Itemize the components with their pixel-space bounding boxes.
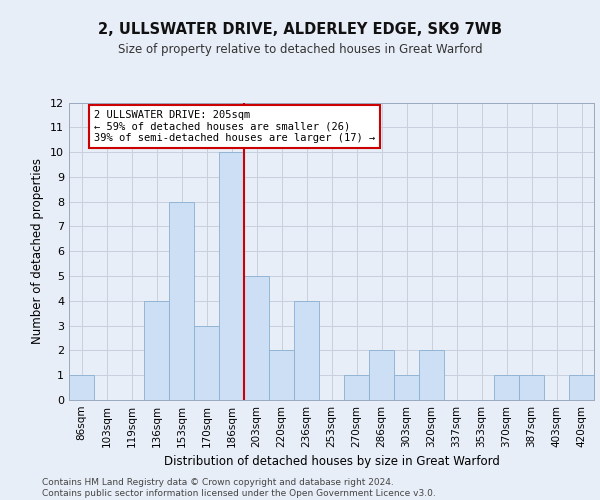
Bar — [169, 202, 194, 400]
Y-axis label: Number of detached properties: Number of detached properties — [31, 158, 44, 344]
Bar — [494, 375, 519, 400]
Text: 2, ULLSWATER DRIVE, ALDERLEY EDGE, SK9 7WB: 2, ULLSWATER DRIVE, ALDERLEY EDGE, SK9 7… — [98, 22, 502, 38]
Bar — [344, 375, 369, 400]
Bar — [69, 375, 94, 400]
Bar — [294, 301, 319, 400]
Text: Contains HM Land Registry data © Crown copyright and database right 2024.
Contai: Contains HM Land Registry data © Crown c… — [42, 478, 436, 498]
Bar — [419, 350, 444, 400]
Bar — [519, 375, 544, 400]
Bar — [244, 276, 269, 400]
Bar — [219, 152, 244, 400]
Bar — [269, 350, 294, 400]
Bar — [144, 301, 169, 400]
Bar — [194, 326, 219, 400]
Text: 2 ULLSWATER DRIVE: 205sqm
← 59% of detached houses are smaller (26)
39% of semi-: 2 ULLSWATER DRIVE: 205sqm ← 59% of detac… — [94, 110, 375, 143]
Bar — [569, 375, 594, 400]
X-axis label: Distribution of detached houses by size in Great Warford: Distribution of detached houses by size … — [164, 456, 499, 468]
Bar — [369, 350, 394, 400]
Bar — [394, 375, 419, 400]
Text: Size of property relative to detached houses in Great Warford: Size of property relative to detached ho… — [118, 42, 482, 56]
